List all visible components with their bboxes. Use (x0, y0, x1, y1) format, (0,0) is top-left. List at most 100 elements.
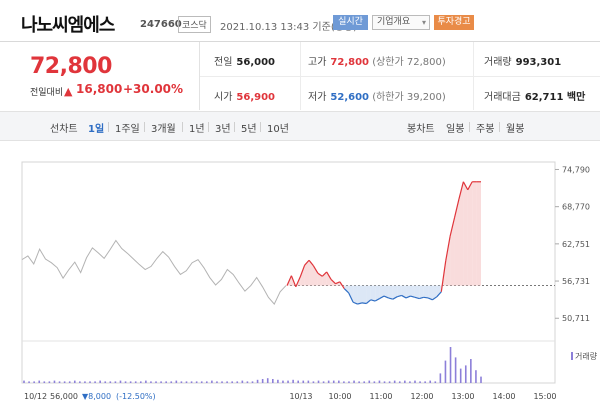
volume-bar (363, 381, 366, 383)
realtime-button[interactable]: 실시간 (333, 15, 368, 30)
loss-area (401, 285, 407, 298)
volume-bar (317, 380, 320, 383)
volume-bar (287, 380, 289, 383)
loss-area (397, 285, 402, 297)
volume-bar (332, 380, 335, 383)
volume-bar (388, 381, 391, 383)
change-label: 전일대비 (30, 88, 64, 98)
loss-area (419, 285, 424, 299)
loss-line (427, 297, 433, 301)
volume-bar (226, 381, 228, 383)
period-1y[interactable]: 1년 (189, 124, 205, 135)
volume-bar (43, 381, 46, 383)
loss-line (392, 296, 398, 300)
volume-bar (256, 379, 259, 383)
volume-bar (398, 381, 401, 383)
volume-bar (195, 381, 198, 383)
loss-area (357, 285, 362, 305)
volume-bar (444, 360, 447, 383)
loss-line (410, 295, 416, 298)
x-tick-label: 13:00 (451, 392, 474, 401)
volume-bar (322, 381, 325, 383)
volume-bar (353, 380, 355, 383)
quote-date: 2021.10.13 13:43 기준(장중) (220, 22, 358, 33)
loss-line (343, 288, 350, 294)
volume-bar (419, 381, 421, 383)
volume-bar (58, 381, 61, 383)
price-stats: 전일 56,000 고가 72,800 (상한가 72,800) 거래량 993,30… (200, 42, 600, 110)
gain-line (449, 217, 456, 237)
volume-bar (261, 379, 264, 383)
gain-area (304, 260, 310, 286)
period-weekly[interactable]: 주봉 (476, 124, 495, 135)
period-5y[interactable]: 5년 (241, 124, 257, 135)
period-3m[interactable]: 3개월 (151, 124, 176, 135)
gain-line (453, 198, 460, 218)
gain-area (476, 181, 481, 286)
volume-bar (459, 368, 462, 383)
stock-header: 나노씨엠에스 247660 코스닥 2021.10.13 13:43 기준(장중… (0, 0, 600, 42)
gain-line (317, 272, 323, 277)
volume-bar (277, 379, 279, 383)
period-1d[interactable]: 1일 (88, 124, 105, 135)
volume-bar (297, 380, 299, 383)
gain-area (458, 181, 464, 286)
volume-bar (383, 381, 386, 383)
period-daily[interactable]: 일봉 (446, 124, 465, 135)
period-10y[interactable]: 10년 (267, 124, 289, 135)
stock-name: 나노씨엠에스 (21, 15, 115, 36)
gain-line (326, 271, 332, 280)
loss-line (352, 301, 358, 305)
volume-bar (134, 381, 137, 383)
intraday-chart[interactable]: 74,790 68,770 62,751 56,731 50,711 거래량 10/13 10… (0, 142, 600, 408)
loss-area (348, 285, 354, 303)
loss-line (388, 297, 393, 300)
volume-bar (200, 381, 203, 383)
volume-bar (434, 381, 437, 383)
gain-line (321, 271, 328, 277)
stats-col-divider (300, 42, 301, 110)
candle-chart-label: 봉차트 (407, 124, 435, 135)
company-info-dropdown[interactable]: 기업개요 ▾ (372, 15, 430, 30)
x-tick-label: 11:00 (369, 392, 392, 401)
stat-prev-close: 전일 56,000 (214, 57, 275, 68)
volume-bar (439, 373, 442, 383)
period-1w[interactable]: 1주일 (115, 124, 140, 135)
volume-bar (475, 370, 477, 383)
volume-bar (409, 381, 411, 383)
period-3y[interactable]: 3년 (215, 124, 231, 135)
volume-bar (129, 381, 132, 383)
gain-area (450, 217, 455, 286)
volume-bar (23, 380, 25, 383)
volume-bar (470, 359, 472, 383)
volume-bar (480, 376, 482, 383)
loss-area (366, 285, 371, 304)
investment-warning-badge[interactable]: 투자경고 (434, 15, 474, 30)
volume-bar (104, 381, 107, 383)
loss-area (423, 285, 429, 298)
gain-area (445, 236, 451, 286)
gain-line (339, 281, 345, 289)
volume-bar (312, 381, 315, 383)
prev-day-line (21, 239, 287, 306)
volume-bar (449, 347, 452, 383)
loss-line (383, 295, 389, 299)
volume-bar (246, 381, 249, 383)
volume-bar (358, 381, 360, 383)
volume-bar (145, 380, 147, 383)
volume-bar (236, 381, 239, 383)
volume-bar (216, 381, 218, 383)
prev-day-close: 56,000 (50, 392, 78, 401)
period-monthly[interactable]: 월봉 (506, 124, 525, 135)
volume-bar (373, 381, 376, 383)
x-tick-label: 10:00 (328, 392, 351, 401)
volume-bar (68, 381, 71, 383)
stat-trade-amount: 거래대금 62,711 백만 (484, 92, 586, 103)
y-tick-label: 56,731 (562, 277, 590, 286)
volume-bar (292, 379, 294, 383)
loss-area (414, 285, 420, 299)
volume-bar (94, 381, 96, 383)
loss-line (419, 296, 424, 300)
loss-area (384, 285, 389, 298)
chart-period-bar: 선차트 1일 1주일 3개월 1년 3년 5년 10년 봉차트 일봉 주봉 월봉 (0, 111, 600, 141)
